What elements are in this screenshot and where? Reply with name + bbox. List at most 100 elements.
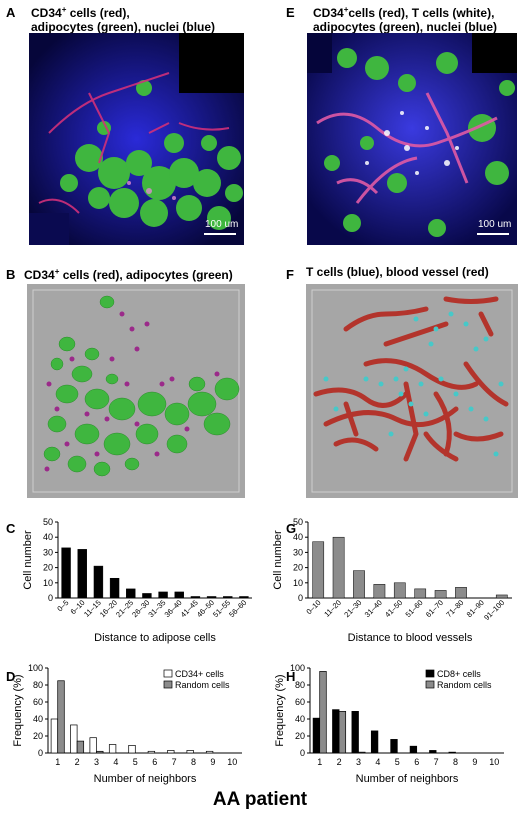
bar-c [142, 593, 152, 599]
scale-label-a: 100 um [205, 219, 239, 230]
x-tick-label-g: 61–70 [424, 598, 445, 619]
panel-label-g: G [286, 521, 297, 536]
panel-b-title-sup: + [54, 267, 60, 276]
legend-label-d: CD34+ cells [175, 669, 224, 679]
panel-label-c: C [6, 521, 16, 536]
x-tick-label-g: 51–60 [404, 598, 425, 619]
y-tick-label-c: 50 [43, 517, 53, 527]
x-tick-label-c: 51–55 [211, 598, 232, 619]
y-axis-label-h: Frequency (%) [274, 674, 286, 746]
panel-label-h: H [286, 669, 296, 684]
x-tick-label-g: 21–30 [342, 598, 363, 619]
x-tick-label-c: 0–5 [55, 598, 70, 613]
x-tick-label-c: 26–30 [130, 598, 151, 619]
y-axis-label-c: Cell number [22, 530, 34, 590]
chart-d: 0 20 40 60 80 100 Frequency (%) 1 2 3 4 5 6 7 8 9 10 CD34… [12, 663, 242, 785]
bar-c [61, 547, 71, 599]
panel-label-f: F [286, 267, 294, 282]
bar-d-s0 [147, 750, 156, 754]
x-tick-label-h: 8 [453, 757, 458, 767]
y-tick-label-g: 30 [293, 547, 303, 557]
bar-h-s1 [358, 751, 366, 754]
bar-g [312, 541, 325, 599]
render-b [27, 284, 245, 498]
x-tick-label-g: 11–20 [322, 598, 343, 619]
bar-d-s1 [96, 750, 104, 754]
x-axis-label-h: Number of neighbors [356, 773, 459, 785]
panel-a-title-sup: + [61, 5, 67, 14]
bar-d-s0 [89, 737, 97, 754]
y-tick-label-d: 80 [33, 680, 43, 690]
scale-bar-e [477, 233, 509, 235]
panel-e-title: CD34+cells (red), T cells (white), adipo… [313, 3, 497, 34]
scale-bar-a [204, 233, 236, 235]
y-tick-label-d: 0 [38, 748, 43, 758]
bar-c [126, 588, 136, 599]
x-tick-label-c: 31–35 [146, 598, 167, 619]
legend-label-h: Random cells [437, 680, 492, 690]
bar-h-s0 [370, 730, 379, 754]
x-axis-label-c: Distance to adipose cells [94, 632, 216, 644]
y-tick-label-d: 100 [28, 663, 43, 673]
y-tick-label-d: 20 [33, 731, 43, 741]
x-axis-label-g: Distance to blood vessels [348, 632, 473, 644]
bar-h-s1 [338, 710, 347, 754]
x-tick-label-g: 0–10 [304, 598, 322, 616]
y-tick-label-d: 40 [33, 714, 43, 724]
bar-g [373, 584, 386, 599]
x-tick-label-d: 4 [113, 757, 118, 767]
bar-c [93, 565, 104, 599]
panel-b-title-post: cells (red), adipocytes (green) [59, 268, 233, 282]
bar-d-s0 [128, 744, 136, 754]
panel-f-title: T cells (blue), blood vessel (red) [306, 265, 489, 279]
y-axis-label-g: Cell number [272, 530, 284, 590]
bar-g [332, 536, 345, 599]
x-tick-label-h: 6 [414, 757, 419, 767]
x-tick-label-h: 2 [337, 757, 342, 767]
bar-d-s0 [205, 750, 214, 754]
panel-a-title-rest: cells (red), [66, 6, 130, 20]
bar-d-s0 [167, 750, 175, 754]
bar-g [455, 587, 467, 599]
x-tick-label-h: 4 [375, 757, 380, 767]
x-tick-label-d: 6 [152, 757, 157, 767]
legend-swatch-d [163, 669, 173, 678]
bar-h-s0 [429, 750, 437, 754]
legend-label-h: CD8+ cells [437, 669, 481, 679]
panel-label-a: A [6, 5, 16, 20]
y-tick-label-d: 60 [33, 697, 43, 707]
x-tick-label-d: 8 [191, 757, 196, 767]
y-tick-label-h: 60 [295, 697, 305, 707]
y-tick-label-c: 10 [43, 578, 53, 588]
x-tick-label-g: 41–50 [383, 598, 404, 619]
micrograph-a: 100 um [29, 33, 244, 245]
bar-d-s0 [186, 750, 194, 754]
y-tick-label-h: 40 [295, 714, 305, 724]
bar-h-s1 [319, 671, 327, 754]
x-tick-label-h: 5 [395, 757, 400, 767]
bar-h-s0 [390, 739, 398, 754]
y-tick-label-g: 10 [293, 578, 303, 588]
y-tick-label-c: 30 [43, 547, 53, 557]
x-tick-label-d: 10 [227, 757, 237, 767]
bar-g [434, 590, 447, 599]
panel-label-e: E [286, 5, 295, 20]
x-tick-label-h: 1 [317, 757, 322, 767]
y-tick-label-g: 40 [293, 532, 303, 542]
bar-g [414, 588, 427, 599]
x-tick-label-d: 2 [75, 757, 80, 767]
panel-a-title-line2: adipocytes (green), nuclei (blue) [31, 20, 216, 34]
y-tick-label-g: 50 [293, 517, 303, 527]
bar-g [393, 582, 406, 599]
panel-b-title-pre: CD34 [24, 268, 55, 282]
panel-a-title: CD34+ cells (red), adipocytes (green), n… [31, 3, 215, 34]
x-tick-label-g: 71–80 [444, 598, 465, 619]
y-tick-label-h: 20 [295, 731, 305, 741]
y-tick-label-g: 0 [298, 593, 303, 603]
bar-h-s0 [448, 751, 456, 754]
bar-d-s0 [70, 724, 78, 754]
y-tick-label-c: 20 [43, 563, 53, 573]
bar-h-s0 [351, 710, 359, 754]
bar-c [77, 549, 87, 599]
x-tick-label-c: 36–40 [163, 598, 184, 619]
